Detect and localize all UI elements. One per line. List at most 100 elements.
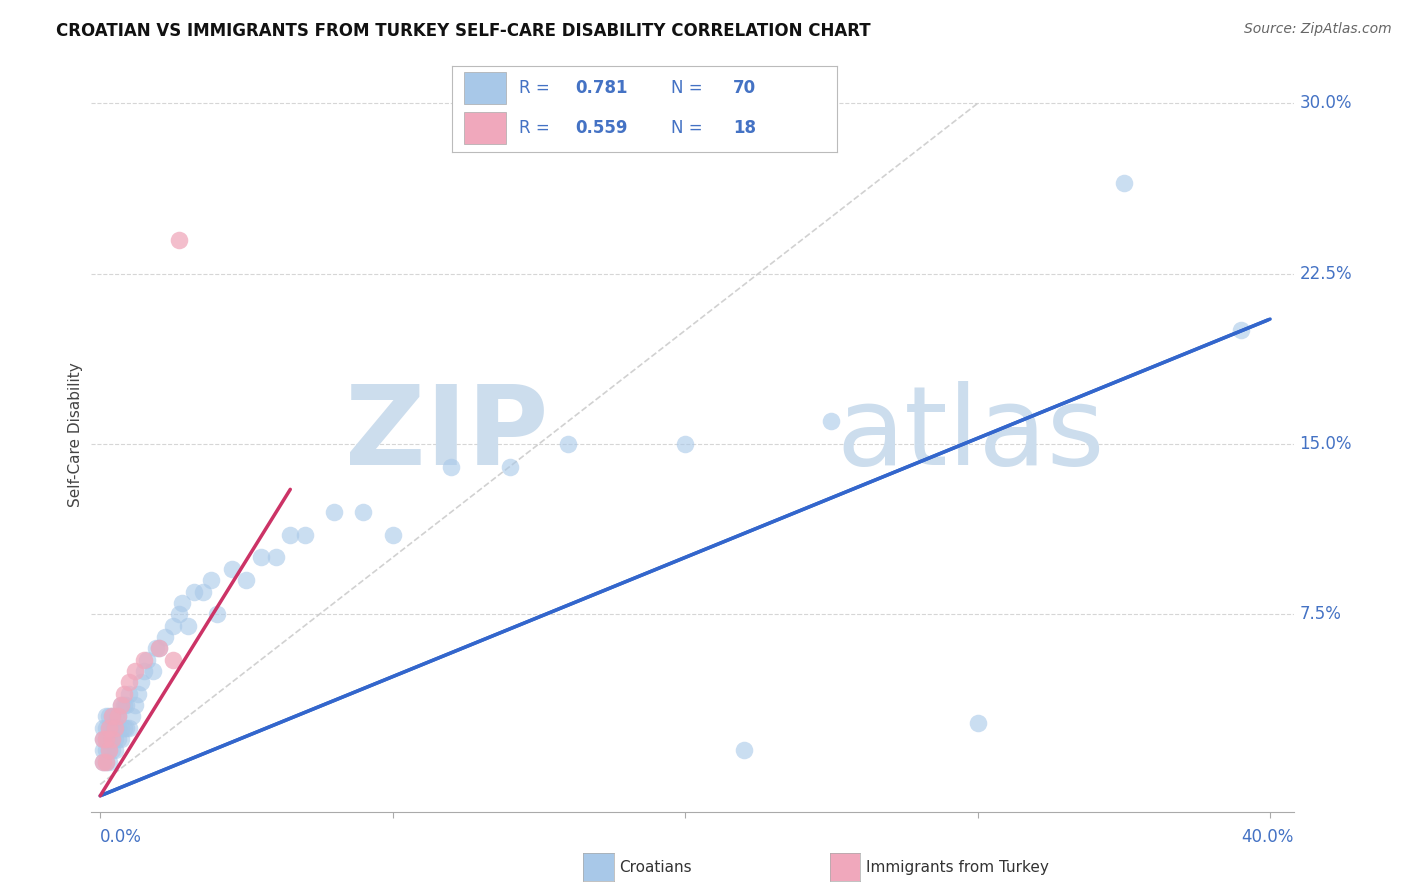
Point [183,584,205,599]
Point [101,732,124,747]
Point [104,743,127,757]
Point [235,573,257,587]
Point [110,698,132,712]
Point [115,698,138,712]
Point [107,721,129,735]
Point [733,743,755,757]
Point [97,743,120,757]
Point [205,607,228,622]
Point [110,698,132,712]
Point [115,721,138,735]
Text: Immigrants from Turkey: Immigrants from Turkey [866,860,1049,874]
Point [136,652,159,666]
Point [132,664,155,678]
Point [97,743,120,757]
Point [966,716,988,731]
Point [101,721,124,735]
Point [124,698,146,712]
Point [1112,176,1135,190]
Point [104,709,127,723]
Text: 15.0%: 15.0% [1299,435,1353,453]
Point [177,618,200,632]
Point [167,233,190,247]
Text: 0.0%: 0.0% [100,829,142,847]
Point [94,732,117,747]
Point [94,732,117,747]
Point [153,630,176,644]
Text: 22.5%: 22.5% [1299,265,1353,283]
Point [162,652,184,666]
Point [104,721,127,735]
Point [104,721,127,735]
Point [91,755,114,769]
Point [94,755,117,769]
Point [104,732,127,747]
Text: ZIP: ZIP [344,382,548,488]
Point [294,527,316,541]
Point [167,607,190,622]
Point [278,527,301,541]
Point [94,743,117,757]
Point [557,437,579,451]
Point [112,687,135,701]
Point [820,414,842,428]
Point [132,652,155,666]
Point [107,709,129,723]
Point [124,664,146,678]
Point [91,755,114,769]
Point [264,550,287,565]
Point [118,721,141,735]
Point [352,505,374,519]
Point [440,459,463,474]
Point [127,687,149,701]
Point [101,743,124,757]
Point [107,709,129,723]
Point [110,732,132,747]
Point [94,755,117,769]
Point [112,721,135,735]
Y-axis label: Self-Care Disability: Self-Care Disability [67,362,83,508]
Text: 30.0%: 30.0% [1299,95,1353,112]
Point [162,618,184,632]
Point [1230,323,1253,337]
Point [110,721,132,735]
Point [94,721,117,735]
Point [118,675,141,690]
Point [200,573,222,587]
Point [498,459,520,474]
Point [97,755,120,769]
Point [91,732,114,747]
Point [221,562,243,576]
Point [142,664,165,678]
Point [101,732,124,747]
Point [121,709,143,723]
Point [148,641,170,656]
Point [381,527,404,541]
Point [129,675,152,690]
Point [145,641,167,656]
Text: CROATIAN VS IMMIGRANTS FROM TURKEY SELF-CARE DISABILITY CORRELATION CHART: CROATIAN VS IMMIGRANTS FROM TURKEY SELF-… [56,22,870,40]
Point [673,437,696,451]
Point [97,732,120,747]
Point [323,505,346,519]
Point [112,698,135,712]
Point [97,709,120,723]
Point [91,743,114,757]
Point [97,721,120,735]
Text: Source: ZipAtlas.com: Source: ZipAtlas.com [1244,22,1392,37]
Point [148,641,170,656]
Point [101,709,124,723]
Text: atlas: atlas [837,382,1105,488]
Point [91,721,114,735]
Point [170,596,193,610]
Point [97,721,120,735]
Text: 40.0%: 40.0% [1241,829,1294,847]
Point [107,732,129,747]
Point [91,732,114,747]
Point [191,584,214,599]
Point [101,709,124,723]
Point [94,709,117,723]
Text: Croatians: Croatians [619,860,692,874]
Point [118,687,141,701]
Point [250,550,273,565]
